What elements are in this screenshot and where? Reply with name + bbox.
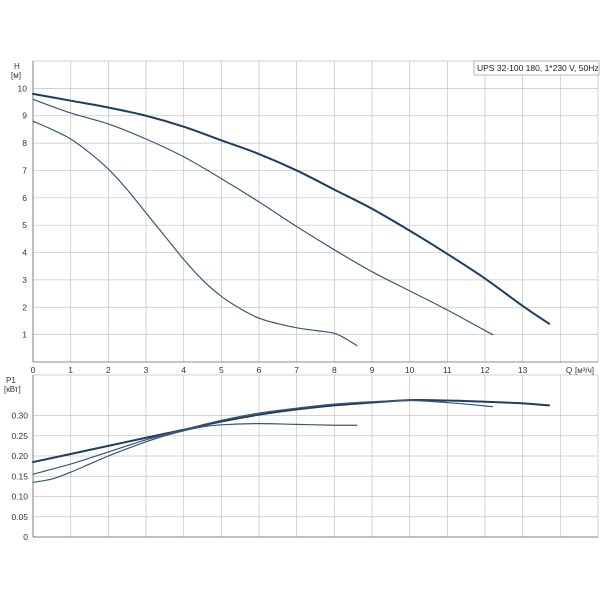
chart-title: UPS 32-100 180, 1*230 V, 50Hz xyxy=(477,63,599,73)
head-tick-label: 5 xyxy=(22,220,27,230)
flow-tick-label: 5 xyxy=(219,365,224,375)
head-tick-label: 1 xyxy=(22,330,27,340)
chart-title-box xyxy=(473,60,600,76)
power-tick-label: 0.05 xyxy=(11,512,28,522)
flow-tick-label: 3 xyxy=(144,365,149,375)
head-tick-label: 8 xyxy=(22,138,27,148)
power-tick-label: 0.25 xyxy=(11,431,28,441)
power-curve-speed-1 xyxy=(32,422,358,483)
head-tick-label: 3 xyxy=(22,275,27,285)
flow-tick-label: 7 xyxy=(294,365,299,375)
flow-tick-label: 8 xyxy=(332,365,337,375)
power-chart-grid xyxy=(32,374,599,538)
power-curve-speed-3 xyxy=(32,398,551,464)
flow-tick-label: 1 xyxy=(68,365,73,375)
head-tick-label: 4 xyxy=(22,248,27,258)
power-axis-unit: [кВт] xyxy=(4,385,21,394)
power-curve-speed-2 xyxy=(32,399,494,475)
flow-tick-label: 12 xyxy=(480,365,490,375)
flow-tick-label: 9 xyxy=(370,365,375,375)
head-tick-label: 9 xyxy=(22,111,27,121)
head-tick-label: 7 xyxy=(22,165,27,175)
power-tick-label: 0.20 xyxy=(11,451,28,461)
head-curve-speed-1 xyxy=(32,120,358,347)
flow-tick-label: 6 xyxy=(257,365,262,375)
power-tick-label: 0.15 xyxy=(11,471,28,481)
flow-tick-label: 13 xyxy=(518,365,528,375)
head-chart-series xyxy=(32,92,551,347)
power-chart-series xyxy=(32,398,551,483)
head-tick-label: 6 xyxy=(22,193,27,203)
head-axis-unit: [м] xyxy=(11,71,21,80)
power-chart-ticks: 0 0.05 0.10 0.15 0.20 0.25 0.30 xyxy=(11,411,28,543)
head-axis-label: H xyxy=(14,62,20,71)
flow-axis-unit: [м³/ч] xyxy=(575,366,594,375)
head-tick-label: 10 xyxy=(18,83,28,93)
flow-tick-label: 0 xyxy=(31,365,36,375)
flow-tick-label: 2 xyxy=(106,365,111,375)
power-tick-label: 0.10 xyxy=(11,492,28,502)
power-tick-label: 0.30 xyxy=(11,411,28,421)
head-chart-grid xyxy=(32,60,599,363)
flow-tick-label: 4 xyxy=(181,365,186,375)
power-axis-label: P1 xyxy=(6,376,16,385)
flow-tick-label: 11 xyxy=(443,365,452,375)
flow-axis-label: Q xyxy=(566,366,572,375)
head-tick-label: 2 xyxy=(22,302,27,312)
head-curve-speed-2 xyxy=(32,98,494,336)
power-tick-label: 0 xyxy=(23,532,28,542)
head-curve-speed-3 xyxy=(32,92,551,325)
flow-tick-label: 10 xyxy=(405,365,415,375)
